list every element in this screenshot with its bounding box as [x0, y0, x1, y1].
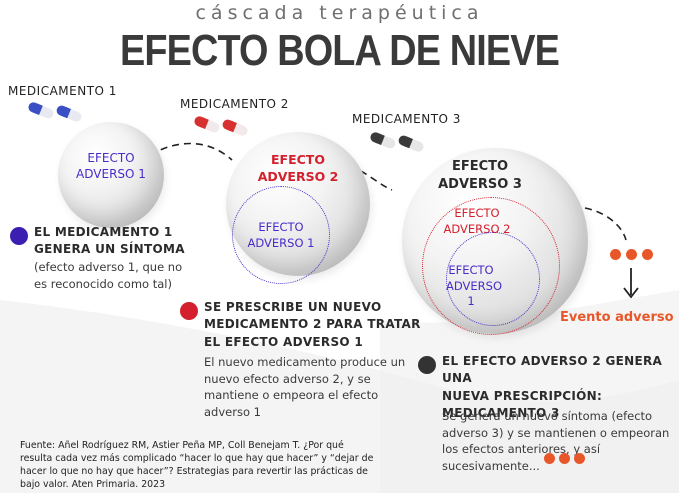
source-line: resulta cada vez más complicado “hacer l…	[20, 452, 374, 464]
source-line: Fuente: Añel Rodríguez RM, Astier Peña M…	[20, 440, 344, 451]
ball-3-inner-line2: ADVERSO 1	[446, 278, 502, 309]
step-3-heading-line: MEDICAMENTO 3	[442, 406, 560, 421]
ball-3-outer-label: EFECTO ADVERSO 3	[402, 158, 558, 193]
medication-2-label: MEDICAMENTO 2	[180, 97, 289, 111]
step-1-body: (efecto adverso 1, que no es reconocido …	[34, 259, 182, 292]
step-2-heading-line: EL EFECTO ADVERSO 1	[204, 334, 364, 349]
ball-2-inner-line1: EFECTO	[258, 220, 304, 234]
step-2-body: El nuevo medicamento produce un nuevo ef…	[204, 354, 405, 421]
step-2-body-line: adverso 1	[204, 405, 261, 420]
ball-1-line2: ADVERSO 1	[76, 167, 146, 182]
step-2-heading: SE PRESCRIBE UN NUEVO MEDICAMENTO 2 PARA…	[204, 299, 421, 351]
trailing-dot	[559, 453, 570, 464]
step-1-heading-line: GENERA UN SÍNTOMA	[34, 242, 185, 257]
step-3-heading-line: EL EFECTO ADVERSO 2 GENERA UNA	[442, 354, 663, 386]
trailing-dot	[544, 453, 555, 464]
source-line: hacer lo que no hay que hacer”? Estrateg…	[20, 465, 368, 477]
ball-2-outer-line1: EFECTO	[271, 152, 325, 167]
step-3-body-line: los efectos anteriores, y así	[442, 442, 601, 457]
step-3-body-line: Se genera un nuevo síntoma (efecto	[442, 409, 653, 423]
event-label: Evento adverso	[560, 310, 674, 325]
ball-3-inner-label: EFECTO ADVERSO 1	[446, 263, 502, 310]
ball-3-outer-line1: EFECTO	[451, 159, 509, 174]
event-dot	[610, 249, 621, 260]
step-3-heading-line: NUEVA PRESCRIPCIÓN:	[442, 388, 603, 403]
step-3-body-line: adverso 3) y se mantienen o empeoran	[442, 425, 670, 440]
ball-3-inner-ring	[446, 232, 540, 326]
trailing-dot	[574, 453, 585, 464]
medication-1-label: MEDICAMENTO 1	[8, 84, 117, 98]
step-3-body-line: sucesivamente...	[442, 459, 540, 474]
ball-1-label: EFECTO ADVERSO 1	[58, 150, 164, 182]
subtitle: cáscada terapéutica	[195, 2, 484, 24]
step-1-heading-line: EL MEDICAMENTO 1	[34, 225, 173, 239]
step-2-heading-line: SE PRESCRIBE UN NUEVO	[204, 300, 382, 314]
step-1-body-line: (efecto adverso 1, que no	[34, 260, 183, 274]
ball-2-outer-line2: ADVERSO 2	[257, 168, 339, 184]
ball-3-mid-label: EFECTO ADVERSO 2	[422, 206, 532, 237]
medication-3-label: MEDICAMENTO 3	[352, 112, 461, 126]
step-1-bullet	[10, 227, 28, 245]
ball-1-line1: EFECTO	[87, 151, 135, 165]
step-3-body: Se genera un nuevo síntoma (efecto adver…	[442, 408, 669, 475]
ball-3-inner-line1: EFECTO	[448, 263, 494, 277]
ball-3-mid-ring	[422, 197, 560, 335]
pill-1-icon	[28, 102, 82, 122]
ball-3-mid-line1: EFECTO	[454, 206, 500, 220]
pill-3-icon	[370, 132, 424, 152]
source-citation: Fuente: Añel Rodríguez RM, Astier Peña M…	[20, 440, 420, 492]
step-2-heading-line: MEDICAMENTO 2 PARA TRATAR	[204, 317, 421, 332]
event-dot	[626, 249, 637, 260]
ball-2-inner-label: EFECTO ADVERSO 1	[232, 220, 330, 251]
ball-2-inner-ring	[232, 186, 330, 284]
ball-2-inner-line2: ADVERSO 1	[247, 235, 315, 250]
ball-3-outer-line2: ADVERSO 3	[438, 176, 522, 192]
page-title: EFECTO BOLA DE NIEVE	[119, 26, 560, 75]
step-2-body-line: nuevo efecto adverso 2, y se	[204, 371, 371, 386]
pill-2-icon	[194, 116, 248, 136]
step-1-heading: EL MEDICAMENTO 1 GENERA UN SÍNTOMA	[34, 224, 185, 259]
snowball-1	[58, 122, 164, 228]
step-2-body-line: El nuevo medicamento produce un	[204, 355, 406, 369]
step-3-heading: EL EFECTO ADVERSO 2 GENERA UNA NUEVA PRE…	[442, 353, 679, 423]
step-3-bullet	[418, 356, 436, 374]
step-2-bullet	[180, 302, 198, 320]
event-dot	[642, 249, 653, 260]
ball-2-outer-label: EFECTO ADVERSO 2	[226, 152, 370, 186]
step-1-body-line: es reconocido como tal)	[34, 276, 172, 291]
step-2-body-line: mantiene o empeora el efecto	[204, 388, 379, 403]
source-line: bajo valor. Aten Primaria. 2023	[20, 478, 166, 490]
